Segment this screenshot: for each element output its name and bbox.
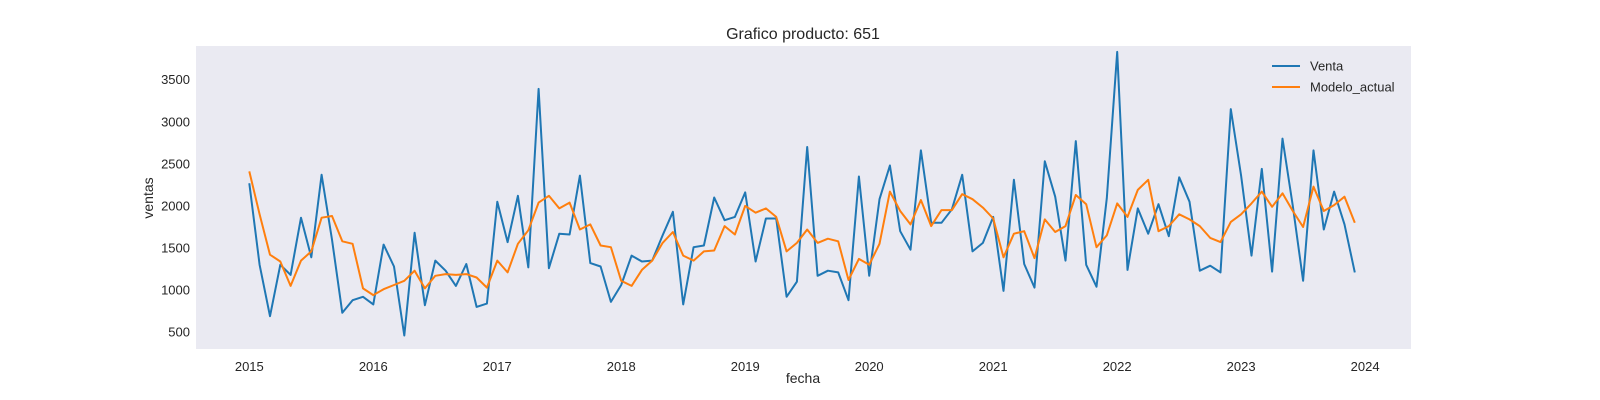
series-line-venta	[248, 50, 1356, 337]
y-tick-label: 3500	[161, 72, 190, 87]
x-tick-label: 2023	[1227, 359, 1256, 374]
series-lines	[248, 50, 1356, 337]
y-axis-label: ventas	[140, 177, 156, 218]
y-tick-label: 1500	[161, 241, 190, 256]
x-tick-label: 2015	[235, 359, 264, 374]
y-tick-label: 1000	[161, 283, 190, 298]
x-tick-label: 2017	[483, 359, 512, 374]
x-tick-label: 2021	[979, 359, 1008, 374]
chart-title: Grafico producto: 651	[726, 26, 880, 43]
x-tick-label: 2018	[607, 359, 636, 374]
y-tick-label: 3000	[161, 114, 190, 129]
legend-label: Venta	[1310, 59, 1344, 74]
x-tick-label: 2016	[359, 359, 388, 374]
y-tick-label: 500	[168, 325, 190, 340]
x-axis-ticks: 2015 2016 2017 2018 2019 2020 2021 2022 2023 2024	[235, 359, 1380, 374]
x-axis-label: fecha	[786, 370, 820, 386]
x-tick-label: 2024	[1351, 359, 1380, 374]
y-tick-label: 2500	[161, 156, 190, 171]
y-axis-ticks: 500 1000 1500 2000 2500 3000 3500	[161, 72, 190, 340]
series-line-modelo-actual	[248, 171, 1356, 297]
legend-label: Modelo_actual	[1310, 80, 1395, 95]
x-tick-label: 2022	[1103, 359, 1132, 374]
y-tick-label: 2000	[161, 198, 190, 213]
x-tick-label: 2019	[731, 359, 760, 374]
x-tick-label: 2020	[855, 359, 884, 374]
legend: Venta Modelo_actual	[1272, 59, 1395, 95]
